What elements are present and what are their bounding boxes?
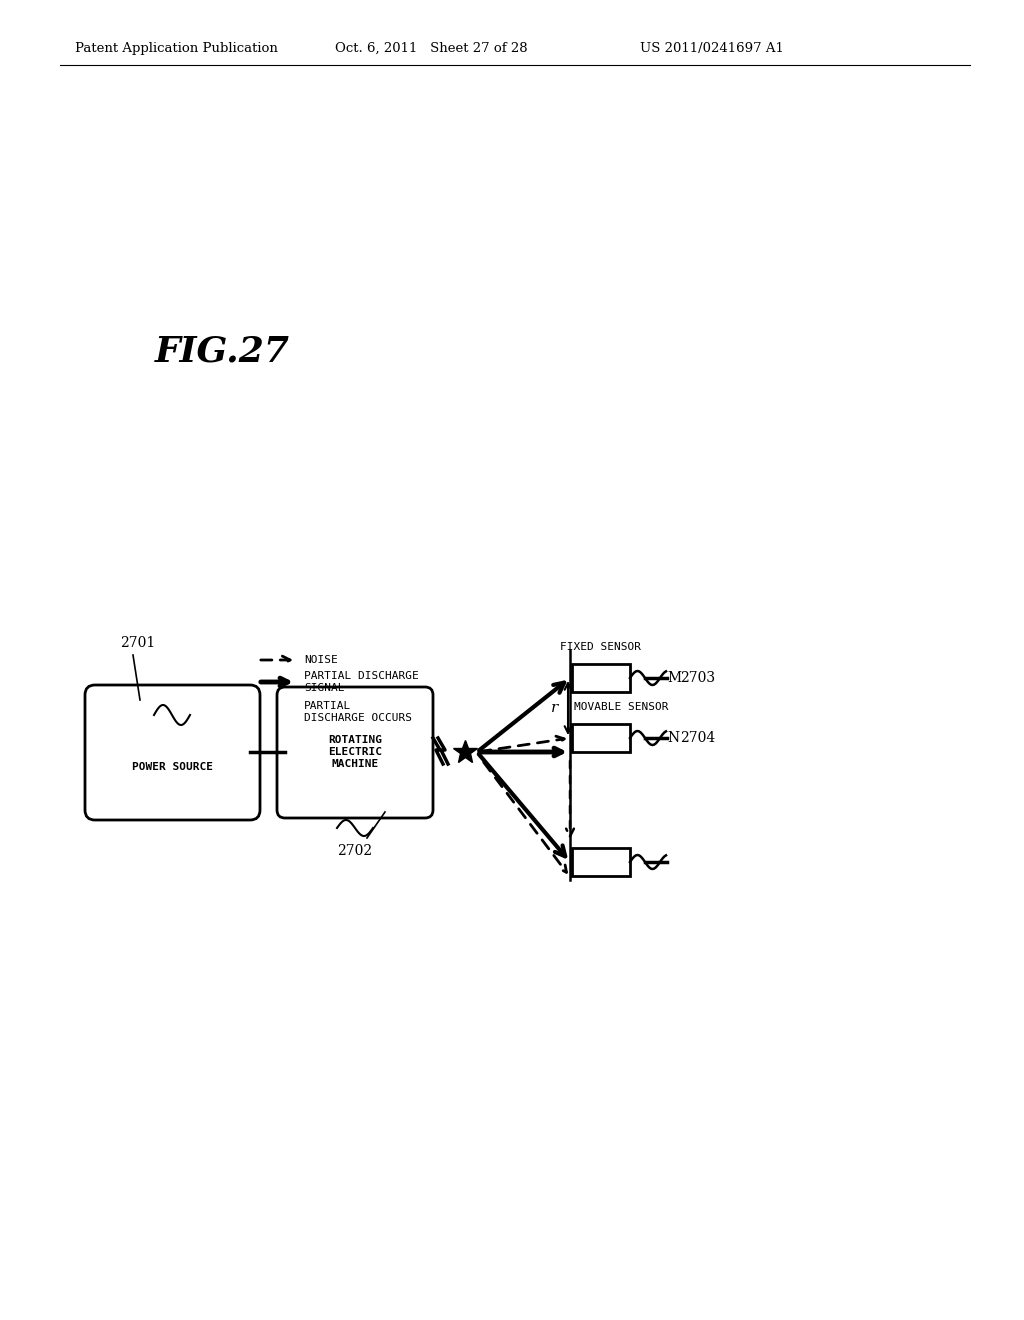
FancyBboxPatch shape [85, 685, 260, 820]
FancyBboxPatch shape [278, 686, 433, 818]
Text: NOISE: NOISE [304, 655, 338, 665]
Text: Oct. 6, 2011   Sheet 27 of 28: Oct. 6, 2011 Sheet 27 of 28 [335, 42, 527, 55]
Bar [572, 847, 630, 876]
Text: POWER SOURCE: POWER SOURCE [131, 762, 213, 772]
Text: MOVABLE SENSOR: MOVABLE SENSOR [574, 702, 669, 711]
Text: PARTIAL DISCHARGE
SIGNAL: PARTIAL DISCHARGE SIGNAL [304, 671, 419, 693]
Text: 2702: 2702 [338, 843, 373, 858]
Text: N: N [667, 731, 679, 744]
Text: 2703: 2703 [680, 671, 715, 685]
Text: Patent Application Publication: Patent Application Publication [75, 42, 278, 55]
Text: 2704: 2704 [680, 731, 715, 744]
Text: ROTATING
ELECTRIC
MACHINE: ROTATING ELECTRIC MACHINE [328, 735, 382, 768]
Text: US 2011/0241697 A1: US 2011/0241697 A1 [640, 42, 784, 55]
Text: PARTIAL
DISCHARGE OCCURS: PARTIAL DISCHARGE OCCURS [304, 701, 412, 723]
Bar [572, 723, 630, 752]
Text: FIG.27: FIG.27 [155, 335, 290, 370]
Text: r: r [551, 701, 559, 715]
Bar [572, 664, 630, 692]
Text: FIXED SENSOR: FIXED SENSOR [560, 642, 641, 652]
Text: 2701: 2701 [120, 636, 156, 649]
Text: M: M [667, 671, 681, 685]
